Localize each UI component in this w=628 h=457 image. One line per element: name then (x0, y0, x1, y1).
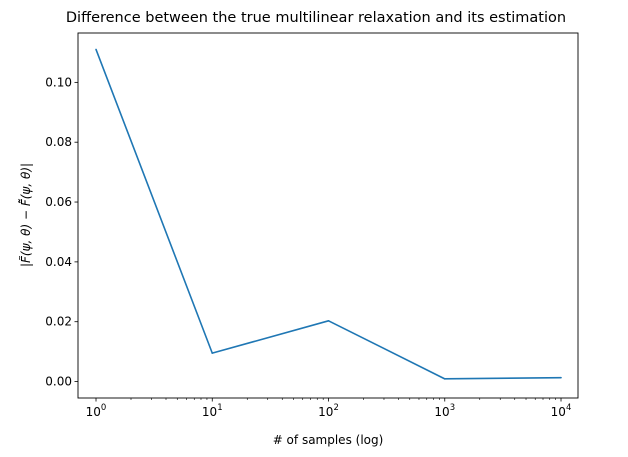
x-tick-label-exponent: 0 (101, 403, 106, 413)
data-point (95, 48, 97, 51)
x-tick-label: 104 (551, 403, 572, 419)
x-axis-label: # of samples (log) (273, 433, 384, 447)
data-point (560, 376, 562, 379)
x-tick-label: 103 (434, 403, 455, 419)
y-axis-ticks: 0.00 0.02 0.04 0.06 0.08 0.10 (45, 75, 78, 389)
x-tick-label-base: 10 (434, 405, 449, 419)
x-tick-label-exponent: 4 (566, 403, 571, 413)
x-tick-label: 102 (318, 403, 339, 419)
x-axis-ticks: 100 101 102 103 104 (86, 398, 572, 419)
x-tick-label-base: 10 (86, 405, 101, 419)
y-tick-label: 0.00 (45, 375, 72, 389)
data-point (443, 378, 446, 380)
x-tick-label-exponent: 1 (217, 403, 222, 413)
x-tick-label-base: 10 (202, 405, 217, 419)
y-tick-label: 0.02 (45, 315, 72, 329)
x-tick-label-base: 10 (318, 405, 333, 419)
chart-title: Difference between the true multilinear … (66, 10, 566, 26)
x-tick-label-base: 10 (551, 405, 566, 419)
x-tick-label: 100 (86, 403, 107, 419)
plot-area (77, 32, 579, 399)
x-tick-label-exponent: 2 (333, 403, 338, 413)
x-tick-label: 101 (202, 403, 223, 419)
data-point (327, 320, 330, 322)
y-axis-label: |F̃(ψ, θ) − F̂̃(ψ, θ)| (18, 163, 33, 267)
y-tick-label: 0.06 (45, 195, 72, 209)
y-tick-label: 0.04 (45, 255, 72, 269)
y-tick-label: 0.08 (45, 135, 72, 149)
x-minor-ticks (130, 398, 556, 400)
series-layer (95, 48, 562, 380)
data-point (211, 352, 214, 354)
x-tick-label-exponent: 3 (450, 403, 455, 413)
y-tick-label: 0.10 (45, 75, 72, 89)
